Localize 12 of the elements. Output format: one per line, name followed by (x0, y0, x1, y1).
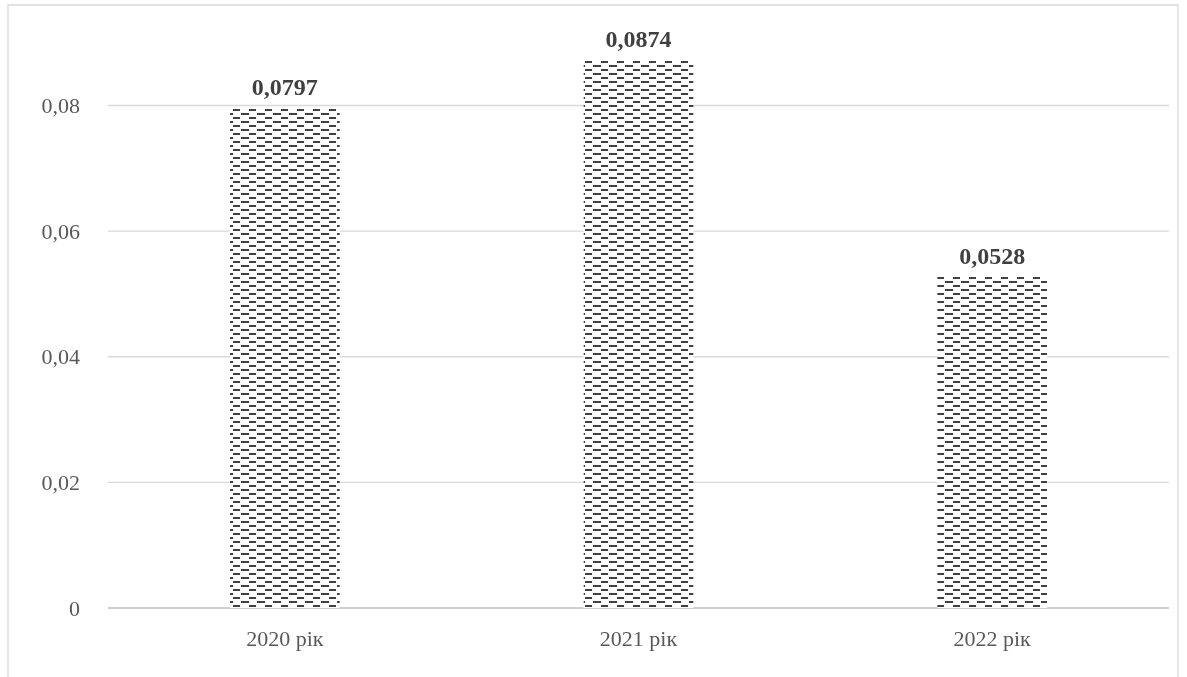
y-tick-label: 0,04 (41, 344, 80, 370)
y-tick-label: 0,02 (41, 470, 80, 496)
x-tick-label: 2020 рік (246, 626, 324, 651)
y-tick-label: 0,08 (41, 93, 80, 119)
x-tick-label: 2022 рік (953, 626, 1032, 651)
y-tick-label: 0 (69, 595, 80, 621)
y-tick-label: 0,06 (41, 218, 80, 244)
data-label: 0,0874 (605, 26, 672, 53)
x-tick-label: 2021 рік (599, 626, 678, 651)
data-label: 0,0528 (959, 243, 1026, 270)
bar (230, 107, 340, 608)
data-label: 0,0797 (251, 74, 318, 101)
